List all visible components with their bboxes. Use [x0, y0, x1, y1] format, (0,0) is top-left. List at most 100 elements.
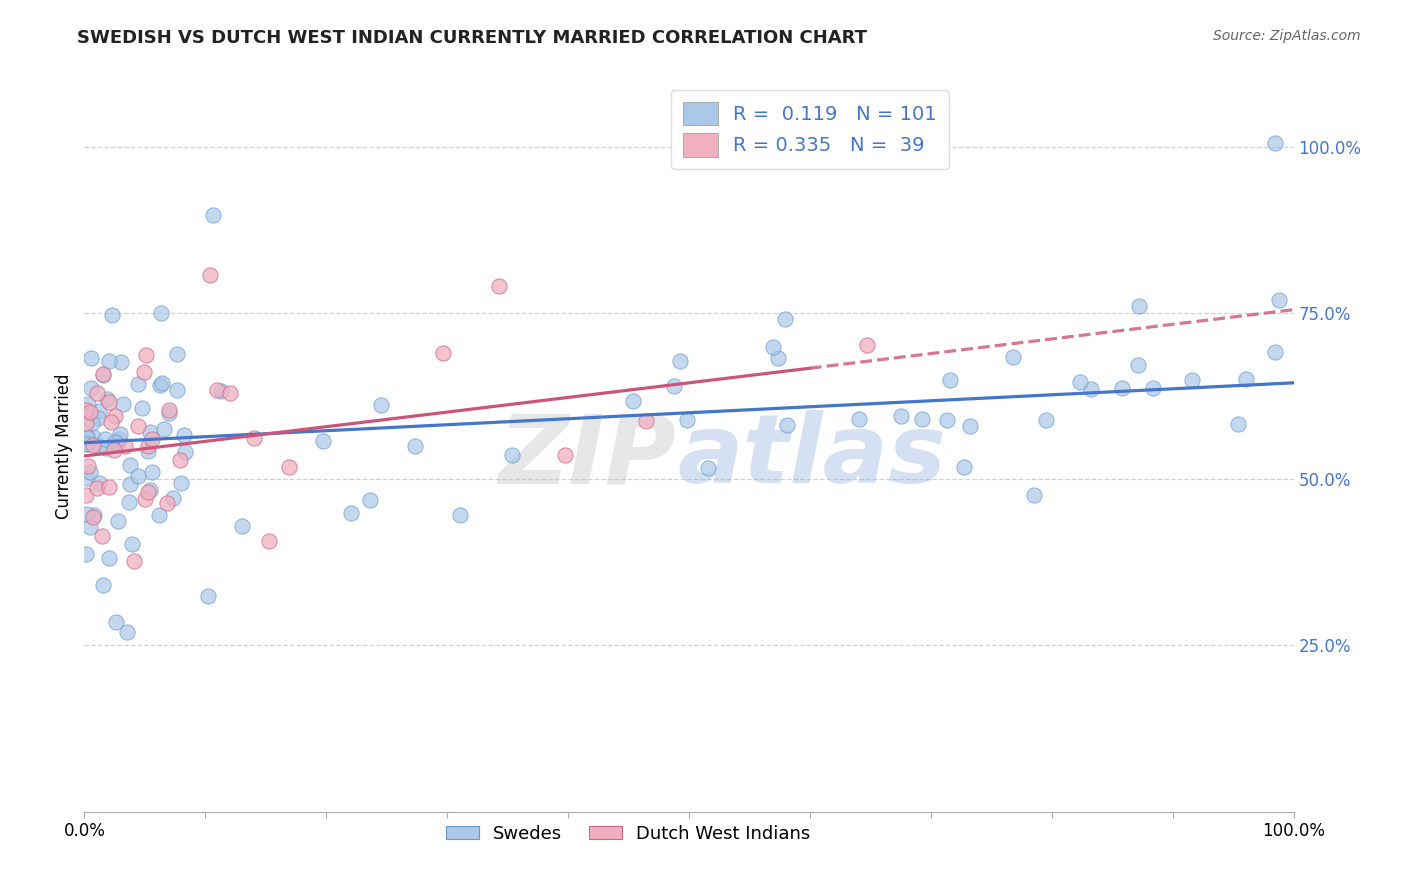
- Point: [1264, 136, 1286, 151]
- Legend: Swedes, Dutch West Indians: Swedes, Dutch West Indians: [439, 818, 818, 850]
- Point: [554, 448, 576, 462]
- Point: [104, 434, 127, 449]
- Point: [166, 384, 188, 398]
- Point: [75, 416, 97, 430]
- Point: [696, 460, 718, 475]
- Point: [118, 495, 141, 509]
- Point: [1111, 381, 1133, 395]
- Point: [118, 476, 141, 491]
- Point: [1035, 413, 1057, 427]
- Point: [91, 578, 114, 592]
- Point: [359, 493, 381, 508]
- Point: [1080, 382, 1102, 396]
- Point: [75, 436, 97, 450]
- Point: [1142, 381, 1164, 395]
- Point: [114, 439, 136, 453]
- Point: [198, 268, 221, 282]
- Point: [432, 345, 454, 359]
- Point: [80, 351, 103, 366]
- Point: [76, 470, 98, 484]
- Point: [621, 394, 644, 409]
- Point: [77, 396, 100, 410]
- Point: [339, 506, 361, 520]
- Point: [127, 469, 149, 483]
- Y-axis label: Currently Married: Currently Married: [55, 373, 73, 519]
- Point: [675, 413, 697, 427]
- Point: [76, 507, 98, 521]
- Point: [157, 403, 180, 417]
- Point: [127, 376, 149, 391]
- Point: [89, 404, 111, 418]
- Point: [404, 439, 426, 453]
- Point: [75, 547, 97, 561]
- Point: [139, 483, 162, 497]
- Point: [205, 384, 228, 398]
- Point: [103, 442, 125, 457]
- Point: [75, 488, 97, 502]
- Point: [94, 432, 117, 446]
- Point: [773, 312, 796, 326]
- Point: [79, 520, 101, 534]
- Point: [219, 386, 242, 401]
- Point: [136, 439, 159, 453]
- Point: [111, 397, 134, 411]
- Point: [1126, 358, 1149, 372]
- Point: [131, 401, 153, 416]
- Point: [150, 376, 173, 391]
- Point: [139, 425, 162, 439]
- Point: [312, 434, 335, 449]
- Point: [79, 465, 101, 479]
- Point: [153, 421, 176, 435]
- Point: [122, 554, 145, 568]
- Point: [82, 430, 104, 444]
- Point: [127, 419, 149, 434]
- Point: [75, 403, 97, 417]
- Point: [82, 438, 104, 452]
- Point: [79, 404, 101, 418]
- Point: [242, 431, 264, 445]
- Text: atlas: atlas: [676, 410, 946, 503]
- Text: Source: ZipAtlas.com: Source: ZipAtlas.com: [1213, 29, 1361, 43]
- Point: [141, 432, 163, 446]
- Point: [90, 529, 112, 543]
- Point: [83, 508, 105, 522]
- Text: SWEDISH VS DUTCH WEST INDIAN CURRENTLY MARRIED CORRELATION CHART: SWEDISH VS DUTCH WEST INDIAN CURRENTLY M…: [77, 29, 868, 46]
- Point: [1264, 345, 1286, 359]
- Point: [121, 537, 143, 551]
- Point: [1002, 351, 1025, 365]
- Point: [86, 385, 108, 400]
- Point: [278, 460, 301, 475]
- Point: [89, 439, 111, 453]
- Point: [848, 412, 870, 426]
- Point: [1181, 373, 1204, 387]
- Point: [136, 485, 159, 500]
- Text: ZIP: ZIP: [499, 410, 676, 503]
- Point: [170, 475, 193, 490]
- Point: [91, 368, 114, 382]
- Point: [134, 491, 156, 506]
- Point: [449, 508, 471, 522]
- Point: [107, 435, 129, 450]
- Point: [938, 373, 960, 387]
- Point: [775, 418, 797, 433]
- Point: [209, 384, 232, 399]
- Point: [257, 533, 280, 548]
- Point: [117, 625, 139, 640]
- Point: [156, 495, 179, 509]
- Point: [87, 410, 110, 425]
- Point: [662, 379, 685, 393]
- Point: [766, 351, 789, 366]
- Point: [1234, 371, 1257, 385]
- Point: [935, 413, 957, 427]
- Point: [76, 430, 98, 444]
- Point: [201, 208, 224, 222]
- Point: [488, 279, 510, 293]
- Point: [1227, 417, 1250, 432]
- Point: [98, 480, 121, 494]
- Point: [953, 459, 976, 474]
- Point: [80, 381, 103, 395]
- Point: [1268, 293, 1291, 308]
- Point: [855, 338, 877, 352]
- Point: [157, 406, 180, 420]
- Point: [110, 355, 132, 369]
